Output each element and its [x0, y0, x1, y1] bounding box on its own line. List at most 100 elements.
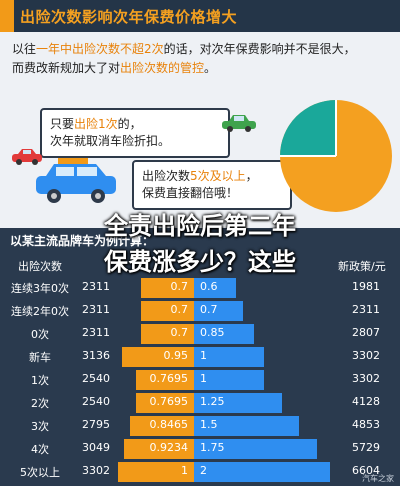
- old-coef-label: 1: [181, 464, 188, 477]
- bubble1-line2: 次年就取消车险折扣。: [50, 134, 171, 148]
- table-row: 2次 2540 0.7695 1.25 4128: [0, 393, 400, 413]
- watermark: 汽车之家: [362, 474, 394, 483]
- bubble1-c: 的，: [117, 117, 142, 131]
- new-coef-bar: 0.7: [194, 301, 243, 321]
- new-coef-label: 1.5: [200, 418, 218, 431]
- top-section: 出险次数影响次年保费价格增大 以往一年中出险次数不超2次的话，对次年保费影响并不…: [0, 0, 400, 228]
- new-coef-bar: 1.75: [194, 439, 317, 459]
- old-coef-bar: 0.7695: [135, 393, 194, 413]
- row-label: 连续2年0次: [11, 305, 69, 318]
- new-coef-label: 1: [200, 349, 207, 362]
- pie-slice-teal: [280, 100, 336, 156]
- intro-line2-b: 出险次数的管控: [120, 61, 205, 75]
- new-coef-label: 1.75: [200, 441, 225, 454]
- old-coef-label: 0.95: [163, 349, 188, 362]
- table-caption: 以某主流品牌车为例计算：: [10, 234, 155, 248]
- new-coef-bar: 1.25: [194, 393, 282, 413]
- new-coef-bar: 1: [194, 347, 264, 367]
- old-coef-label: 0.7: [170, 280, 188, 293]
- row-new-price: 4853: [352, 418, 380, 431]
- old-coef-bar: 0.8465: [129, 416, 194, 436]
- row-label: 4次: [31, 443, 49, 456]
- row-label: 新车: [29, 351, 51, 364]
- table-row: 4次 3049 0.9234 1.75 5729: [0, 439, 400, 459]
- old-coef-bar: 0.7695: [135, 370, 194, 390]
- row-old-price: 2311: [82, 303, 110, 316]
- speech-bubble-two: 出险次数5次及以上， 保费直接翻倍哦！: [132, 160, 292, 210]
- new-coef-label: 1.25: [200, 395, 225, 408]
- headline-overlay: 全责出险后第二年 保费涨多少？这些: [0, 208, 400, 280]
- row-old-price: 3136: [82, 349, 110, 362]
- pie-graphic: [276, 96, 396, 216]
- bubble2-a: 出险次数: [142, 169, 191, 183]
- row-new-price: 5729: [352, 441, 380, 454]
- row-new-price: 6604: [352, 464, 380, 477]
- green-car-icon: [222, 115, 256, 132]
- row-label: 1次: [31, 374, 49, 387]
- new-coef-label: 0.7: [200, 303, 218, 316]
- new-coef-bar: 0.85: [194, 324, 254, 344]
- new-coef-bar: 2: [194, 462, 330, 482]
- row-new-price: 2311: [352, 303, 380, 316]
- table-row: 0次 2311 0.7 0.85 2807: [0, 324, 400, 344]
- old-coef-label: 0.8465: [149, 418, 188, 431]
- old-coef-label: 0.9234: [149, 441, 188, 454]
- intro-line2-c: 。: [204, 61, 217, 75]
- old-coef-bar: 0.95: [121, 347, 194, 367]
- new-coef-bar: 1.5: [194, 416, 299, 436]
- bubble2-c: ，: [245, 169, 258, 183]
- new-coef-label: 0.85: [200, 326, 225, 339]
- premium-table: 以某主流品牌车为例计算： 出险次数 新政策/元 连续3年0次 2311 0.7 0.6…: [0, 228, 400, 486]
- table-row: 1次 2540 0.7695 1 3302: [0, 370, 400, 390]
- bubble2-b: 5次及以上: [190, 169, 246, 183]
- row-new-price: 3302: [352, 349, 380, 362]
- new-coef-bar: 1: [194, 370, 264, 390]
- headline-line1: 全责出险后第二年: [104, 212, 296, 240]
- title-accent: [0, 0, 14, 32]
- old-coef-bar: 0.7: [140, 324, 194, 344]
- bubble1-b: 出险1次: [74, 117, 118, 131]
- row-old-price: 3302: [82, 464, 110, 477]
- row-old-price: 2540: [82, 395, 110, 408]
- old-coef-bar: 0.9234: [123, 439, 194, 459]
- intro-line1-b: 一年中出险次数不超2次: [36, 42, 164, 56]
- row-old-price: 2795: [82, 418, 110, 431]
- blue-car-icon: [36, 158, 116, 203]
- new-coef-label: 0.6: [200, 280, 218, 293]
- row-label: 连续3年0次: [11, 282, 69, 295]
- speech-bubble-one: 只要出险1次的， 次年就取消车险折扣。: [40, 108, 230, 158]
- red-car-icon: [12, 149, 42, 165]
- headline-line2: 保费涨多少？这些: [104, 248, 296, 276]
- bubble2-line2: 保费直接翻倍哦！: [142, 186, 239, 200]
- row-label: 0次: [31, 328, 49, 341]
- table-row: 5次以上 3302 1 2 6604: [0, 462, 400, 482]
- header-new: 新政策/元: [338, 260, 386, 273]
- row-new-price: 4128: [352, 395, 380, 408]
- new-coef-label: 1: [200, 372, 207, 385]
- bubble1-a: 只要: [50, 117, 75, 131]
- table-row: 连续3年0次 2311 0.7 0.6 1981: [0, 278, 400, 298]
- header-count: 出险次数: [18, 260, 62, 273]
- new-coef-bar: 0.6: [194, 278, 236, 298]
- intro-line2-a: 而费改新规加大了对: [12, 61, 121, 75]
- pie-svg: [280, 100, 392, 212]
- row-old-price: 2311: [82, 280, 110, 293]
- old-coef-label: 0.7695: [149, 395, 188, 408]
- intro-line1-c: 的话，对次年保费影响并不是很大，: [163, 42, 356, 56]
- old-coef-label: 0.7: [170, 303, 188, 316]
- new-coef-label: 2: [200, 464, 207, 477]
- row-new-price: 3302: [352, 372, 380, 385]
- table-row: 连续2年0次 2311 0.7 0.7 2311: [0, 301, 400, 321]
- page-title: 出险次数影响次年保费价格增大: [20, 8, 238, 26]
- title-bar: 出险次数影响次年保费价格增大: [0, 0, 400, 32]
- row-label: 5次以上: [20, 466, 60, 479]
- intro-line1-a: 以往: [12, 42, 37, 56]
- row-new-price: 1981: [352, 280, 380, 293]
- row-label: 3次: [31, 420, 49, 433]
- row-old-price: 2311: [82, 326, 110, 339]
- row-new-price: 2807: [352, 326, 380, 339]
- old-coef-bar: 0.7: [140, 301, 194, 321]
- old-coef-bar: 1: [118, 462, 194, 482]
- intro-text: 以往一年中出险次数不超2次的话，对次年保费影响并不是很大， 而费改新规加大了对出…: [12, 40, 392, 78]
- row-label: 2次: [31, 397, 49, 410]
